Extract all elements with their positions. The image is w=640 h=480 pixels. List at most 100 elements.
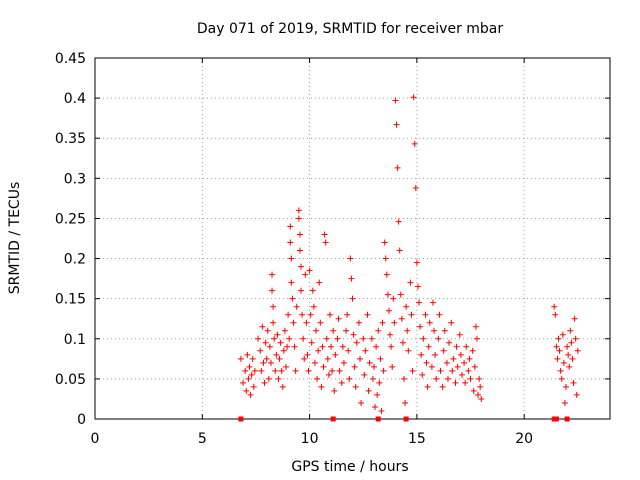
data-point — [558, 375, 565, 382]
data-point — [417, 323, 424, 330]
axis-ticks: 0 0.05 0.1 0.15 0.2 0.25 0.3 0.35 0.4 0.45 0 5 10 15 2… — [55, 51, 610, 447]
data-point — [309, 287, 316, 294]
data-point — [300, 335, 307, 342]
data-point — [473, 335, 480, 342]
data-point — [270, 303, 277, 310]
data-point — [339, 343, 346, 350]
data-point — [250, 383, 257, 390]
data-point — [432, 351, 439, 358]
x-tick-label: 5 — [198, 431, 207, 447]
data-point — [407, 279, 414, 286]
data-point — [280, 347, 287, 354]
data-point — [269, 287, 276, 294]
data-point — [392, 97, 399, 104]
data-point — [566, 363, 573, 370]
plot-frame — [94, 57, 611, 420]
data-point — [292, 367, 299, 374]
data-point — [299, 311, 306, 318]
data-point — [321, 231, 328, 238]
data-point — [324, 355, 331, 362]
data-point — [287, 223, 294, 230]
data-point — [262, 339, 269, 346]
data-point — [453, 343, 460, 350]
data-point — [320, 363, 327, 370]
data-point — [246, 363, 253, 370]
y-tick-label: 0.2 — [64, 252, 86, 268]
data-point — [317, 319, 324, 326]
data-point — [425, 343, 432, 350]
data-point — [396, 247, 403, 254]
data-point — [244, 351, 251, 358]
data-point — [346, 375, 353, 382]
data-point — [476, 375, 483, 382]
data-point — [249, 355, 256, 362]
data-point — [298, 287, 304, 294]
data-point — [329, 367, 336, 374]
data-point — [311, 359, 318, 366]
y-tick-label: 0.1 — [64, 332, 86, 348]
data-point — [454, 363, 461, 370]
data-point — [335, 315, 342, 322]
data-point — [413, 259, 420, 266]
data-point — [258, 367, 265, 374]
data-point — [344, 311, 351, 318]
data-point — [274, 331, 281, 338]
data-point — [349, 295, 356, 302]
data-point — [323, 335, 330, 342]
data-point — [391, 319, 398, 326]
data-point — [477, 383, 484, 390]
data-point — [439, 383, 446, 390]
data-point — [237, 355, 244, 362]
data-point — [247, 391, 254, 398]
x-tick-label: 0 — [91, 431, 100, 447]
data-point — [466, 355, 473, 362]
data-points — [237, 94, 581, 422]
data-point — [302, 271, 309, 278]
data-point — [380, 367, 387, 374]
data-point — [284, 343, 291, 350]
data-point — [331, 387, 338, 394]
data-point — [382, 255, 389, 262]
data-point — [265, 375, 272, 382]
data-point — [409, 367, 416, 374]
data-point — [322, 239, 329, 246]
data-point — [348, 275, 355, 282]
data-point — [307, 311, 314, 318]
data-point — [373, 343, 380, 350]
data-point — [458, 371, 465, 378]
data-point — [264, 327, 271, 334]
data-point — [369, 375, 376, 382]
y-tick-label: 0.45 — [55, 51, 86, 67]
data-point — [295, 207, 302, 214]
data-point — [563, 383, 570, 390]
data-point — [361, 371, 368, 378]
data-point — [285, 311, 292, 318]
data-point — [556, 347, 563, 354]
data-point — [370, 363, 377, 370]
zero-marker — [553, 416, 559, 422]
data-point — [278, 367, 285, 374]
data-point — [463, 343, 470, 350]
data-point — [437, 367, 444, 374]
data-point — [245, 375, 252, 382]
x-axis-label: GPS time / hours — [291, 459, 408, 475]
data-point — [366, 359, 373, 366]
data-point — [345, 347, 352, 354]
data-point — [257, 347, 264, 354]
data-point — [332, 351, 339, 358]
data-point — [405, 347, 412, 354]
data-point — [443, 359, 450, 366]
data-point — [444, 375, 451, 382]
data-point — [357, 355, 364, 362]
data-point — [260, 359, 267, 366]
data-point — [296, 231, 303, 238]
data-point — [272, 367, 279, 374]
data-point — [428, 363, 435, 370]
data-point — [411, 140, 418, 147]
y-tick-label: 0.4 — [64, 91, 86, 107]
data-point — [408, 311, 415, 318]
data-point — [383, 271, 390, 278]
data-point — [403, 303, 410, 310]
zero-marker — [330, 416, 336, 422]
